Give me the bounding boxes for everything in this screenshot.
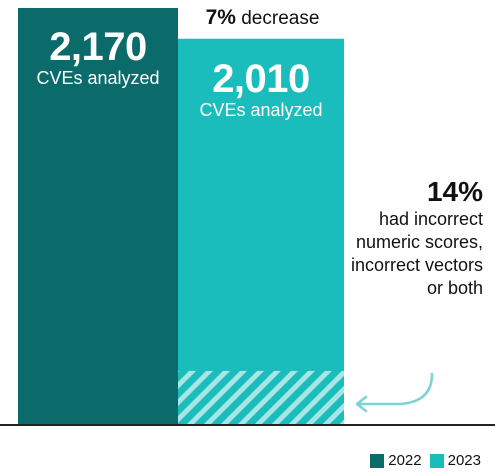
legend-label-2023: 2023 — [447, 452, 481, 469]
bar-2023 — [178, 38, 344, 425]
change-note: 7% decrease — [180, 6, 345, 30]
annotation-arrow — [358, 372, 434, 406]
change-text: decrease — [241, 8, 320, 29]
sub-label-2023: CVEs analyzed — [199, 100, 323, 120]
annotation-value: 14% — [426, 176, 483, 207]
legend-swatch-2023 — [429, 453, 444, 468]
annotation: 14% had incorrect numeric scores, incorr… — [333, 176, 483, 300]
legend-swatch-2022 — [370, 453, 385, 468]
legend: 2022 2023 — [370, 452, 481, 469]
legend-label-2022: 2022 — [388, 452, 422, 469]
annotation-text: had incorrect numeric scores, incorrect … — [350, 209, 483, 298]
annotation-arrowhead — [355, 395, 368, 413]
bar-2023-highlighted-share — [178, 370, 344, 425]
bar-label-2023: 2,010 CVEs analyzed — [178, 58, 344, 120]
legend-item-2023: 2023 — [429, 452, 481, 469]
value-label-2022: 2,170 — [49, 25, 147, 69]
bar-2022 — [18, 8, 178, 425]
sub-label-2022: CVEs analyzed — [36, 68, 160, 88]
change-percent: 7% — [205, 6, 236, 29]
bar-label-2022: 2,170 CVEs analyzed — [18, 26, 178, 88]
value-label-2023: 2,010 — [212, 57, 310, 101]
bars-group — [18, 8, 344, 425]
legend-item-2022: 2022 — [370, 452, 422, 469]
